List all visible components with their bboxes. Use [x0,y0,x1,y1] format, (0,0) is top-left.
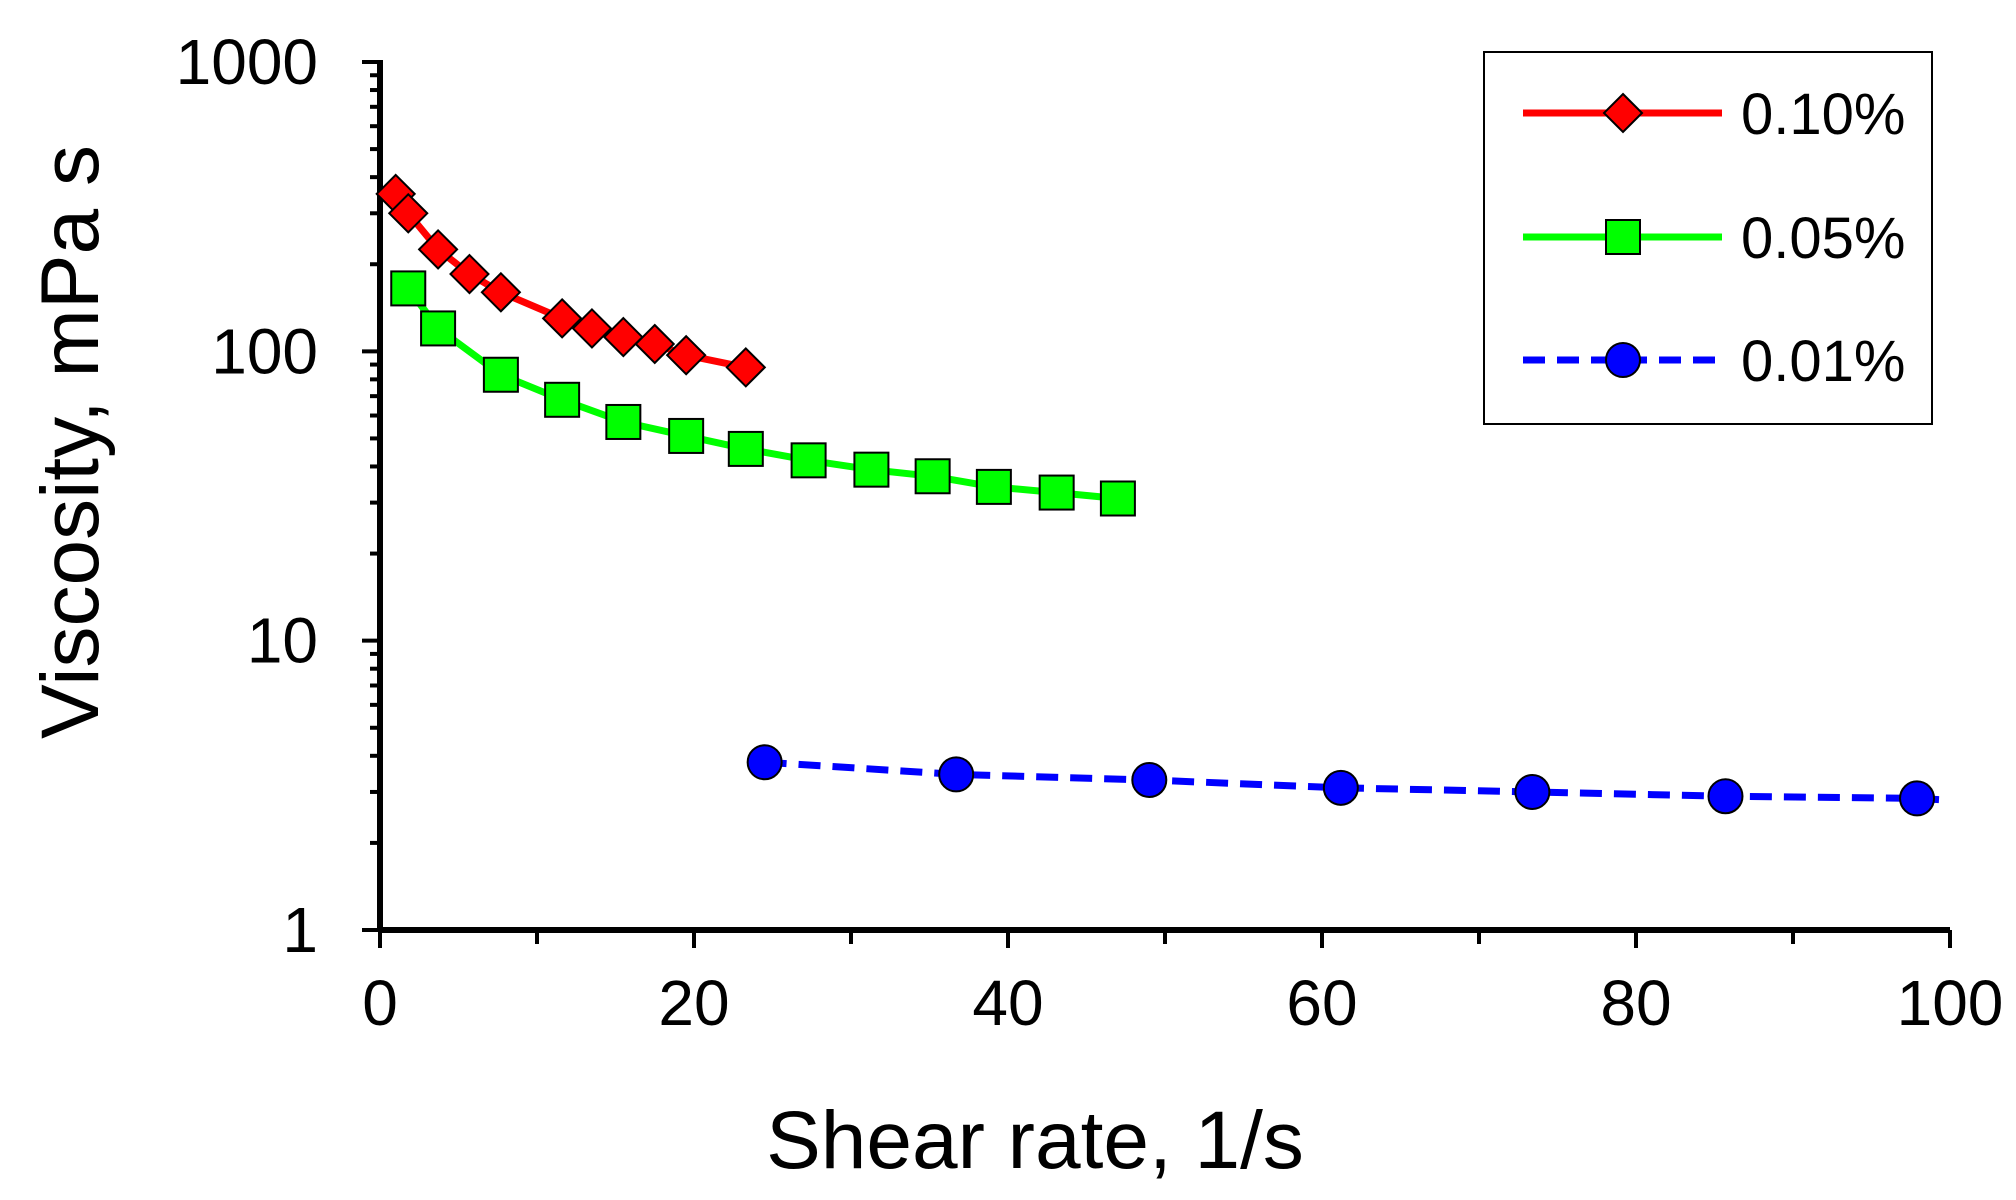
data-point [390,270,427,307]
data-point [725,346,767,388]
data-point [420,310,457,347]
data-point [544,381,581,418]
data-point [1099,480,1136,517]
data-point [605,403,642,440]
data-point [665,334,707,376]
data-point [975,468,1012,505]
data-point [1322,769,1359,806]
legend-marker [1602,92,1644,134]
y-tick-label: 10 [247,605,318,677]
data-point [541,297,583,339]
data-point [727,430,764,467]
legend-label: 0.05% [1741,206,1905,271]
data-point [853,451,890,488]
x-tick-label: 60 [1286,967,1357,1039]
legend-label: 0.10% [1741,82,1905,147]
x-tick-label: 20 [658,967,729,1039]
legend-label: 0.01% [1741,329,1905,394]
x-tick-label: 80 [1600,967,1671,1039]
x-tick-label: 40 [972,967,1043,1039]
data-point [449,253,490,295]
x-axis-title: Shear rate, 1/s [766,1095,1304,1186]
series-0 [375,173,767,388]
series-layer [375,173,1951,817]
y-tick-label: 1000 [176,26,318,98]
data-point [914,458,951,495]
data-point [1899,780,1936,817]
data-point [417,229,459,270]
data-point [1038,474,1075,511]
data-point [571,308,613,349]
data-point [746,744,783,781]
data-point [480,271,522,313]
data-point [634,323,676,365]
data-point [387,192,429,234]
y-tick-label: 100 [211,315,318,387]
y-axis-title: Viscosity, mPa s [25,145,116,739]
series-1 [390,270,1136,517]
data-point [1131,761,1168,798]
legend-marker [1605,342,1641,378]
data-point [668,417,705,454]
data-point [602,316,644,358]
data-point [938,756,975,793]
x-axis-ticks: 0 20 40 60 80 100 [362,930,2003,1039]
data-point [1514,773,1551,810]
series-2 [746,744,1951,817]
data-point [482,356,519,393]
legend: 0.10% 0.05% 0.01% [1483,51,1933,425]
data-point [1707,778,1744,815]
legend-marker [1605,219,1641,255]
y-axis-ticks: 1 10 100 1000 [176,26,380,966]
x-tick-label: 100 [1897,967,2004,1039]
data-point [790,442,827,479]
x-tick-label: 0 [362,967,398,1039]
y-tick-label: 1 [282,894,318,966]
